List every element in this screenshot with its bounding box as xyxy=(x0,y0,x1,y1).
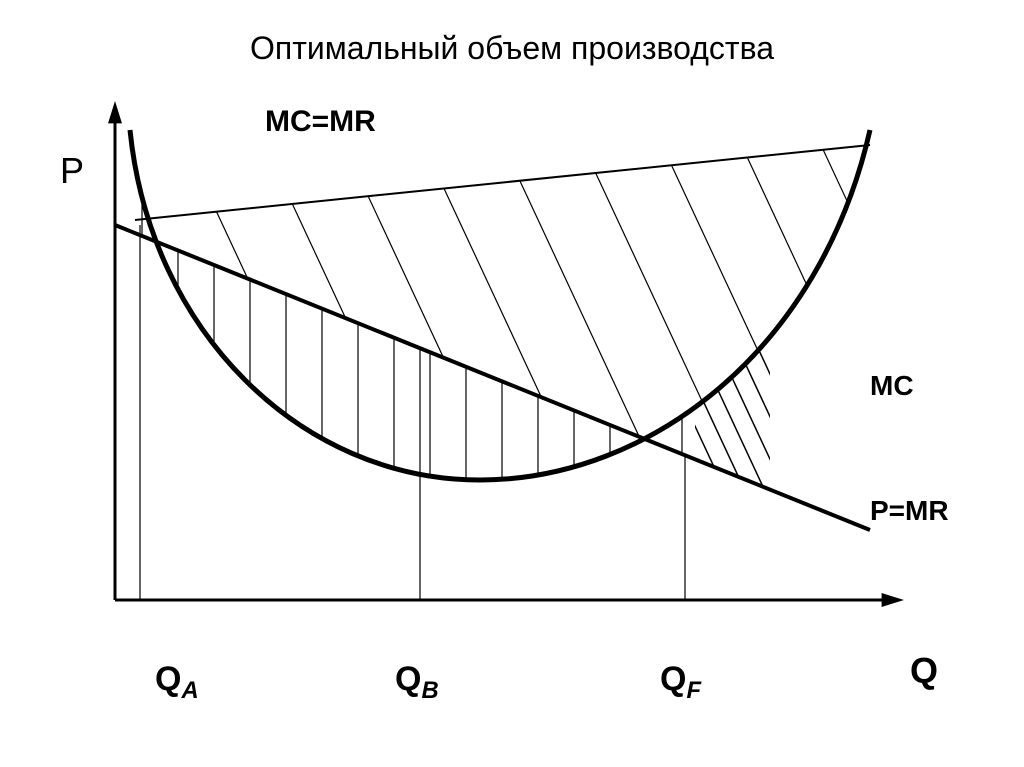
label-qf-base: Q xyxy=(660,660,686,698)
label-qf-sub: F xyxy=(686,677,701,704)
label-qa-base: Q xyxy=(155,660,181,698)
y-axis-arrow xyxy=(108,101,122,123)
axis-label-p: P xyxy=(60,150,84,192)
label-qb-sub: B xyxy=(421,677,438,704)
axis-label-q: Q xyxy=(910,650,938,692)
upper-line xyxy=(135,145,870,220)
label-qb-base: Q xyxy=(395,660,421,698)
x-axis-arrow xyxy=(882,593,904,607)
label-qa: QA xyxy=(155,660,199,705)
label-mc-mr: MC=MR xyxy=(265,105,376,139)
label-p-mr: P=MR xyxy=(870,495,949,527)
label-qa-sub: A xyxy=(181,677,198,704)
mr-line xyxy=(115,225,870,530)
chart-title: Оптимальный объем производства xyxy=(0,30,1024,67)
label-qf: QF xyxy=(660,660,701,705)
axes xyxy=(108,101,904,607)
label-qb: QB xyxy=(395,660,439,705)
label-mc: MC xyxy=(870,370,914,402)
